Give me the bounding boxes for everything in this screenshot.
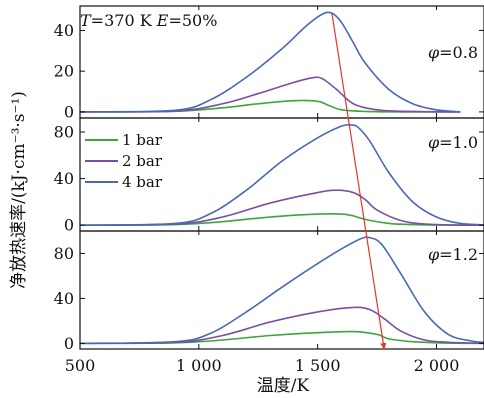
x-tick-label: 2 000: [414, 356, 460, 375]
y-tick-label: 40: [54, 169, 74, 188]
condition-t-value: =370 K: [91, 11, 157, 30]
x-axis-title: 温度/K: [257, 376, 310, 396]
panel-frame-3: [79, 230, 484, 350]
y-tick-label: 20: [54, 62, 74, 81]
series-layer: [79, 11, 484, 345]
series-line-panel-1-1bar: [79, 99, 461, 113]
series-line-panel-3-2bar: [79, 306, 484, 345]
phi-symbol-panel-3: φ: [428, 245, 440, 264]
y-tick-label: 0: [64, 216, 74, 235]
series-line-panel-2-2bar: [79, 189, 484, 226]
y-tick-label: 40: [54, 21, 74, 40]
series-line-panel-2-1bar: [79, 213, 484, 226]
y-tick-label: 80: [54, 244, 74, 263]
y-tick-label: 40: [54, 289, 74, 308]
phi-value-panel-1: =0.8: [439, 43, 478, 62]
x-tick-label: 1 500: [295, 356, 341, 375]
condition-t-symbol: T: [80, 11, 92, 30]
trend-arrow: [331, 13, 387, 350]
phi-symbol-panel-2: φ: [428, 133, 440, 152]
x-tick-label: 500: [65, 356, 96, 375]
series-line-panel-1-4bar: [79, 11, 461, 113]
phi-label-panel-2: φ=1.0: [428, 133, 478, 152]
legend: 1 bar 2 bar 4 bar: [85, 131, 163, 191]
condition-e-symbol: E: [156, 11, 169, 30]
phi-value-panel-2: =1.0: [439, 133, 478, 152]
condition-label: T=370 K E=50%: [80, 11, 217, 30]
phi-label-panel-3: φ=1.2: [428, 245, 478, 264]
series-line-panel-2-4bar: [79, 123, 484, 226]
series-line-panel-3-1bar: [79, 330, 484, 345]
legend-label-4bar: 4 bar: [122, 173, 163, 191]
condition-e-value: =50%: [168, 11, 217, 30]
legend-label-2bar: 2 bar: [122, 152, 163, 170]
y-axis-title: 净放热速率/(kJ·cm⁻³·s⁻¹): [9, 91, 29, 289]
x-tick-label: 1 000: [176, 356, 222, 375]
y-tick-label: 0: [64, 334, 74, 353]
phi-value-panel-3: =1.2: [439, 245, 478, 264]
y-tick-label: 0: [64, 102, 74, 121]
series-line-panel-1-2bar: [79, 76, 461, 113]
legend-label-1bar: 1 bar: [122, 131, 163, 149]
series-line-panel-3-4bar: [79, 236, 484, 345]
y-tick-label: 80: [54, 122, 74, 141]
phi-symbol-panel-1: φ: [428, 43, 440, 62]
phi-label-panel-1: φ=0.8: [428, 43, 478, 62]
